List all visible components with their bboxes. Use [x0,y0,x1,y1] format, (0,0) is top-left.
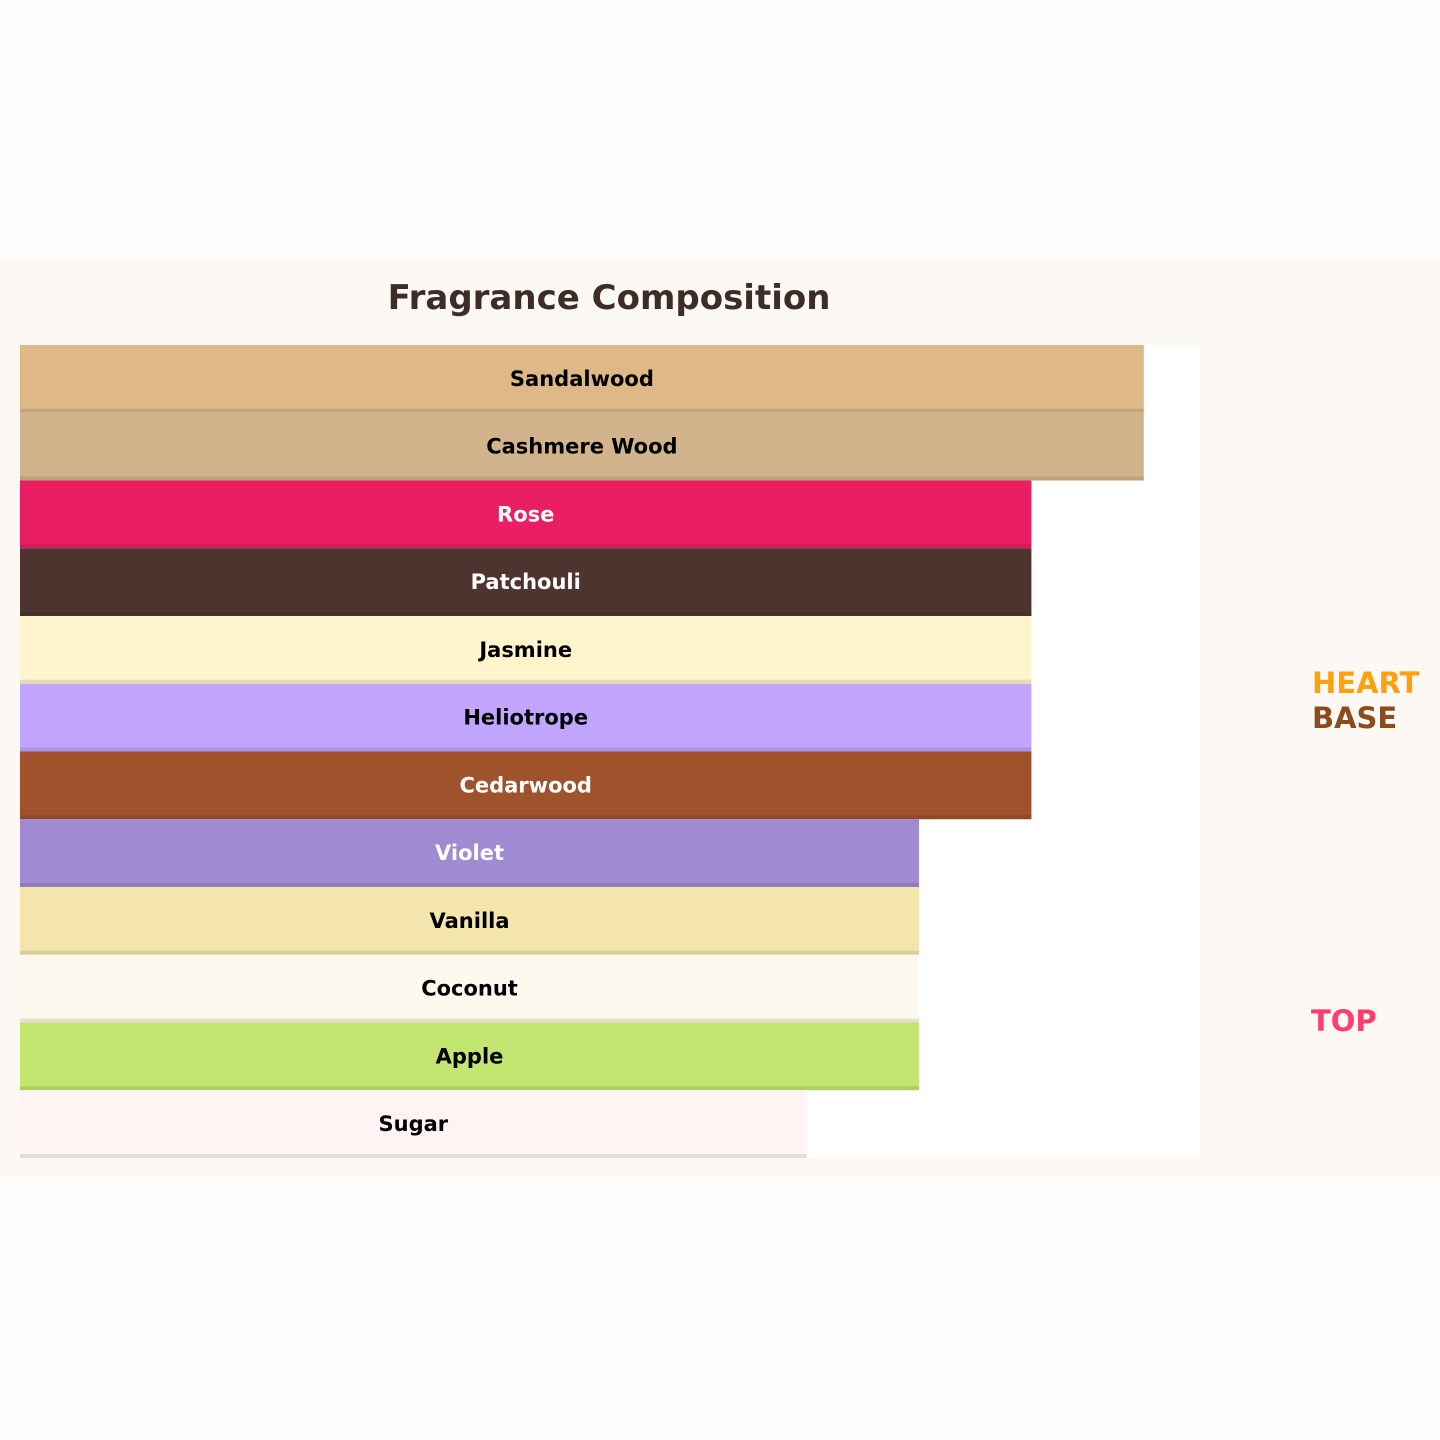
bar-heliotrope [20,683,1032,752]
bar-cashmere-wood [20,412,1144,481]
bar-edge [20,815,1032,820]
bar-label: Sandalwood [510,367,654,391]
bar-edge [20,612,1032,616]
bar-edge [20,747,1032,752]
bar-label: Cashmere Wood [486,435,677,459]
annotation-base: BASE [1312,701,1397,735]
bar-edge [20,1086,920,1091]
bar-coconut [20,954,920,1023]
bar-apple [20,1022,920,1091]
bar-label: Rose [497,502,554,526]
bar-edge [20,544,1032,549]
bar-label: Heliotrope [463,706,588,730]
bar-edge [20,476,1144,481]
annotation-top: TOP [1311,1004,1377,1038]
bar-label: Vanilla [430,909,510,933]
bar-cedarwood [20,751,1032,820]
bar-label: Apple [436,1044,504,1068]
bar-label: Cedarwood [459,773,592,797]
bar-edge [20,1154,807,1158]
bar-edge [20,950,920,955]
bar-label: Jasmine [477,638,572,662]
bar-rose [20,480,1032,549]
bar-edge [20,679,1032,684]
bar-edge [20,408,1144,413]
bar-label: Coconut [421,977,518,1001]
bar-sandalwood [20,345,1144,413]
bar-label: Patchouli [471,570,581,594]
chart-title: Fragrance Composition [388,278,831,318]
bar-patchouli [20,548,1032,616]
bar-vanilla [20,887,920,955]
bar-edge [20,883,920,887]
bar-label: Sugar [379,1112,449,1136]
annotation-heart: HEART [1312,666,1420,700]
bar-label: Violet [435,841,504,865]
bar-sugar [20,1090,807,1158]
bar-violet [20,819,920,887]
bar-jasmine [20,616,1032,684]
bar-edge [20,1018,920,1023]
